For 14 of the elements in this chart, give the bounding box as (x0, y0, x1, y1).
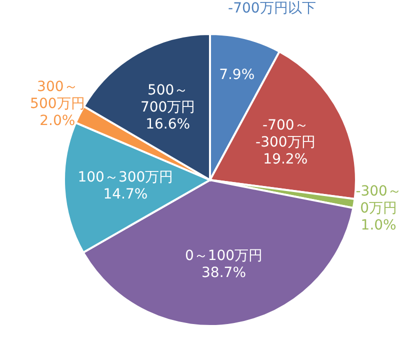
data-label: 7.9% (219, 66, 255, 83)
data-label: 2.0% (40, 113, 76, 130)
slice-label: 100～300万円 (78, 169, 174, 186)
data-label: 38.7% (202, 265, 246, 282)
data-label: 1.0% (360, 217, 396, 234)
data-label: 16.6% (146, 116, 190, 133)
slice-label: -300～ 0万円 (356, 183, 402, 216)
slice-label: 500～ 700万円 (140, 82, 196, 116)
slice-label: 0～100万円 (184, 248, 263, 264)
data-label: 19.2% (263, 151, 308, 168)
slice-label: -700万円以下 (228, 0, 316, 16)
data-label: 14.7% (103, 186, 148, 202)
slice-label: -700～ -300万円 (256, 117, 316, 150)
slice-label: 300～ 500万円 (30, 79, 85, 112)
